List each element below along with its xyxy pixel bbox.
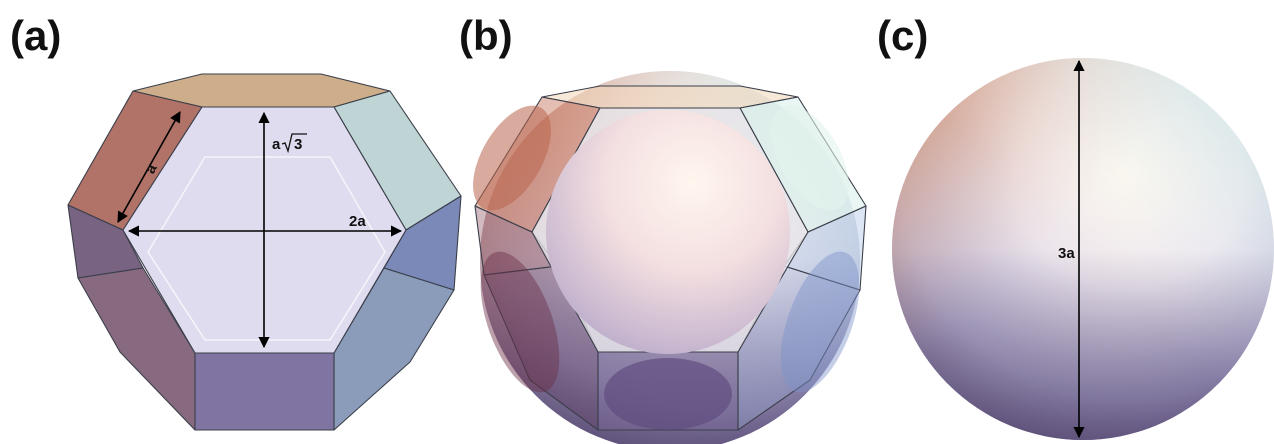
height-label-root: 3 — [294, 136, 302, 153]
bottom-face-sphere — [604, 358, 732, 430]
panel-label-b: (b) — [459, 12, 513, 59]
lower-left-face-sphere — [480, 251, 560, 393]
edge-arrow — [117, 111, 181, 223]
sphere-packing-figure — [473, 71, 867, 444]
diameter-label: 3a — [1058, 245, 1075, 262]
enclosing-sphere-figure: 3a — [892, 58, 1274, 440]
truncated-octahedron: a a 3 2a — [67, 73, 462, 431]
panel-label-a: (a) — [10, 12, 61, 59]
back-hexagon-outline — [147, 156, 386, 341]
height-label-base: a — [272, 136, 281, 153]
panel-label-c: (c) — [877, 12, 928, 59]
sqrt-symbol — [281, 133, 307, 154]
height-label: a 3 — [272, 133, 307, 154]
upper-left-face-sphere — [473, 105, 551, 211]
inner-sphere — [546, 110, 790, 354]
lower-right-face-sphere — [780, 251, 860, 393]
width-label: 2a — [349, 213, 366, 230]
bottom-face — [194, 352, 335, 431]
upper-right-face-sphere — [771, 105, 849, 211]
